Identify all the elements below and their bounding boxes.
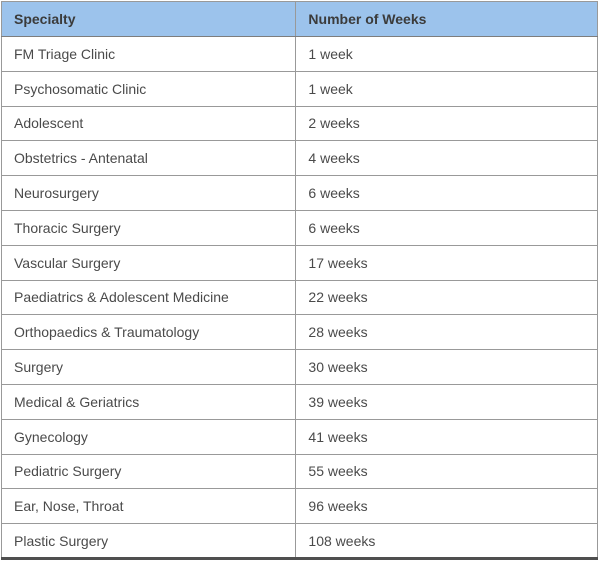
header-specialty: Specialty xyxy=(0,1,297,37)
table-row: Adolescent 2 weeks xyxy=(0,105,598,142)
specialty-cell: Pediatric Surgery xyxy=(0,453,297,490)
table-row: FM Triage Clinic 1 week xyxy=(0,36,598,72)
table-row: Vascular Surgery 17 weeks xyxy=(0,244,598,281)
weeks-cell: 55 weeks xyxy=(295,453,598,490)
header-number-of-weeks: Number of Weeks xyxy=(295,1,598,37)
specialty-cell: Neurosurgery xyxy=(0,175,297,211)
table-row: Psychosomatic Clinic 1 week xyxy=(0,70,598,107)
table-row: Plastic Surgery 108 weeks xyxy=(0,523,598,559)
specialty-cell: Surgery xyxy=(0,349,297,385)
specialty-cell: Adolescent xyxy=(0,105,297,142)
weeks-cell: 30 weeks xyxy=(295,349,598,385)
weeks-cell: 108 weeks xyxy=(295,523,598,559)
specialty-cell: Psychosomatic Clinic xyxy=(0,70,297,107)
table-row: Medical & Geriatrics 39 weeks xyxy=(0,383,598,420)
table-row: Obstetrics - Antenatal 4 weeks xyxy=(0,140,598,177)
weeks-cell: 41 weeks xyxy=(295,418,598,455)
specialty-cell: Medical & Geriatrics xyxy=(0,383,297,420)
weeks-cell: 22 weeks xyxy=(295,279,598,316)
weeks-cell: 2 weeks xyxy=(295,105,598,142)
table-row: Orthopaedics & Traumatology 28 weeks xyxy=(0,314,598,351)
specialty-cell: Thoracic Surgery xyxy=(0,209,297,246)
weeks-cell: 39 weeks xyxy=(295,383,598,420)
specialty-cell: Ear, Nose, Throat xyxy=(0,488,297,525)
weeks-cell: 6 weeks xyxy=(295,175,598,211)
weeks-cell: 1 week xyxy=(295,70,598,107)
table-row: Thoracic Surgery 6 weeks xyxy=(0,209,598,246)
table-header: Specialty Number of Weeks xyxy=(0,1,598,37)
weeks-cell: 28 weeks xyxy=(295,314,598,351)
specialty-cell: Vascular Surgery xyxy=(0,244,297,281)
table-row: Gynecology 41 weeks xyxy=(0,418,598,455)
weeks-cell: 17 weeks xyxy=(295,244,598,281)
table-row: Neurosurgery 6 weeks xyxy=(0,175,598,211)
specialty-cell: Paediatrics & Adolescent Medicine xyxy=(0,279,297,316)
table-row: Surgery 30 weeks xyxy=(0,349,598,385)
weeks-cell: 96 weeks xyxy=(295,488,598,525)
table-row: Ear, Nose, Throat 96 weeks xyxy=(0,488,598,525)
table-row: Pediatric Surgery 55 weeks xyxy=(0,453,598,490)
specialty-cell: FM Triage Clinic xyxy=(0,36,297,72)
specialty-cell: Orthopaedics & Traumatology xyxy=(0,314,297,351)
table-row: Paediatrics & Adolescent Medicine 22 week… xyxy=(0,279,598,316)
table-body: FM Triage Clinic 1 week Psychosomatic Clin… xyxy=(0,36,598,559)
weeks-cell: 1 week xyxy=(295,36,598,72)
weeks-cell: 4 weeks xyxy=(295,140,598,177)
specialty-cell: Obstetrics - Antenatal xyxy=(0,140,297,177)
specialty-cell: Plastic Surgery xyxy=(0,523,297,559)
header-row: Specialty Number of Weeks xyxy=(0,1,598,37)
specialty-cell: Gynecology xyxy=(0,418,297,455)
weeks-cell: 6 weeks xyxy=(295,209,598,246)
